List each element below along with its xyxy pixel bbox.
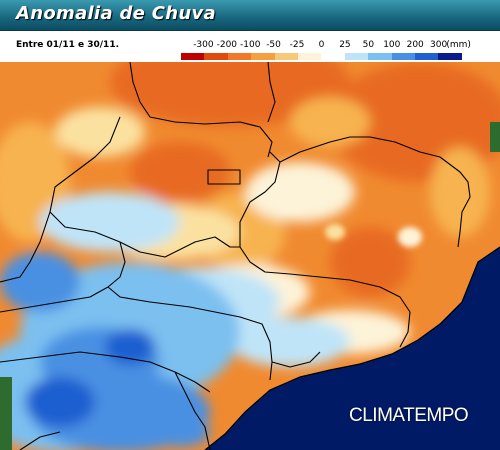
scale-swatch bbox=[204, 53, 228, 60]
scale-tick-label: 25 bbox=[339, 40, 351, 50]
scale-swatch bbox=[251, 53, 275, 60]
color-scale: -300 -200 -100 -50 -25 0 25 50 100 200 300 (mm) bbox=[181, 40, 481, 60]
map-title: Anomalia de Chuva bbox=[16, 3, 216, 24]
scale-swatch bbox=[438, 53, 462, 60]
scale-tick-label: -100 bbox=[240, 40, 261, 50]
scale-tick-label: -200 bbox=[216, 40, 238, 50]
legend-bar: Entre 01/11 e 30/11. -300 -200 -100 -50 -25 0… bbox=[0, 31, 500, 62]
scale-tick-label: 100 bbox=[383, 40, 401, 50]
scale-swatch bbox=[414, 53, 439, 60]
scale-tick-label: 300 bbox=[430, 40, 448, 50]
scale-swatches bbox=[181, 53, 481, 60]
scale-unit-label: (mm) bbox=[446, 40, 471, 50]
scale-swatch bbox=[368, 53, 392, 60]
scale-swatch bbox=[344, 53, 369, 60]
anomaly-map bbox=[0, 62, 500, 450]
climatempo-logo: CLIMATEMPO bbox=[349, 405, 469, 426]
period-label: Entre 01/11 e 30/11. bbox=[16, 40, 119, 50]
coastline bbox=[204, 246, 500, 450]
scale-swatch bbox=[274, 53, 298, 60]
scale-tick-label: 0 bbox=[318, 40, 325, 50]
scale-tick-label: -25 bbox=[289, 40, 305, 50]
scale-tick-label: 200 bbox=[406, 40, 424, 50]
scale-tick-label: -50 bbox=[266, 40, 281, 50]
scale-swatch bbox=[321, 53, 345, 60]
scale-swatch bbox=[181, 53, 205, 60]
scale-tick-label: 50 bbox=[362, 40, 375, 50]
scale-swatch bbox=[391, 53, 415, 60]
land-field bbox=[0, 62, 500, 450]
scale-tick-label: -300 bbox=[193, 40, 214, 50]
header-bar: Anomalia de Chuva bbox=[0, 0, 500, 31]
state-borders bbox=[0, 62, 471, 450]
scale-swatch bbox=[227, 53, 252, 60]
scale-swatch bbox=[297, 53, 322, 60]
scale-labels: -300 -200 -100 -50 -25 0 25 50 100 200 300 (mm) bbox=[181, 40, 481, 51]
